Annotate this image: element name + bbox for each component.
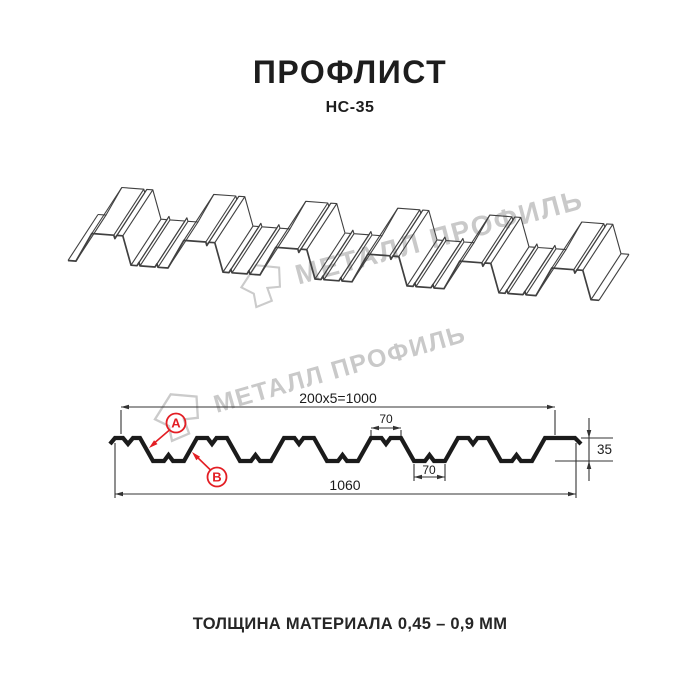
profile-3d-drawing	[67, 186, 630, 302]
metall-profil-logo-icon	[239, 264, 282, 309]
dim-bottom-flange-label: 70	[422, 463, 436, 477]
dim-height-label: 35	[597, 442, 612, 457]
dim-working-width-label: 200x5=1000	[299, 390, 377, 406]
profile-model-label: НС-35	[325, 99, 375, 116]
thickness-note: ТОЛЩИНА МАТЕРИАЛА 0,45 – 0,9 ММ	[192, 615, 508, 633]
callout-a-label: A	[171, 416, 181, 431]
cross-section-drawing: 200x5=1000 70 70 35 1060 A B	[108, 390, 613, 498]
callout-a-circle	[165, 412, 187, 434]
watermark-metall-profil: МЕТАЛЛ ПРОФИЛЬ	[230, 176, 589, 314]
callout-b-circle	[206, 466, 228, 488]
cross-section-lines	[108, 404, 613, 498]
callout-b-label: B	[212, 470, 221, 485]
dim-overall-width-label: 1060	[329, 477, 360, 493]
page-title: ПРОФЛИСТ	[252, 54, 448, 90]
dim-top-flange-label: 70	[379, 412, 393, 426]
callout-a-arrowhead	[149, 440, 158, 448]
profile-3d-lines	[67, 186, 630, 302]
callout-b-arrowhead	[192, 452, 201, 461]
